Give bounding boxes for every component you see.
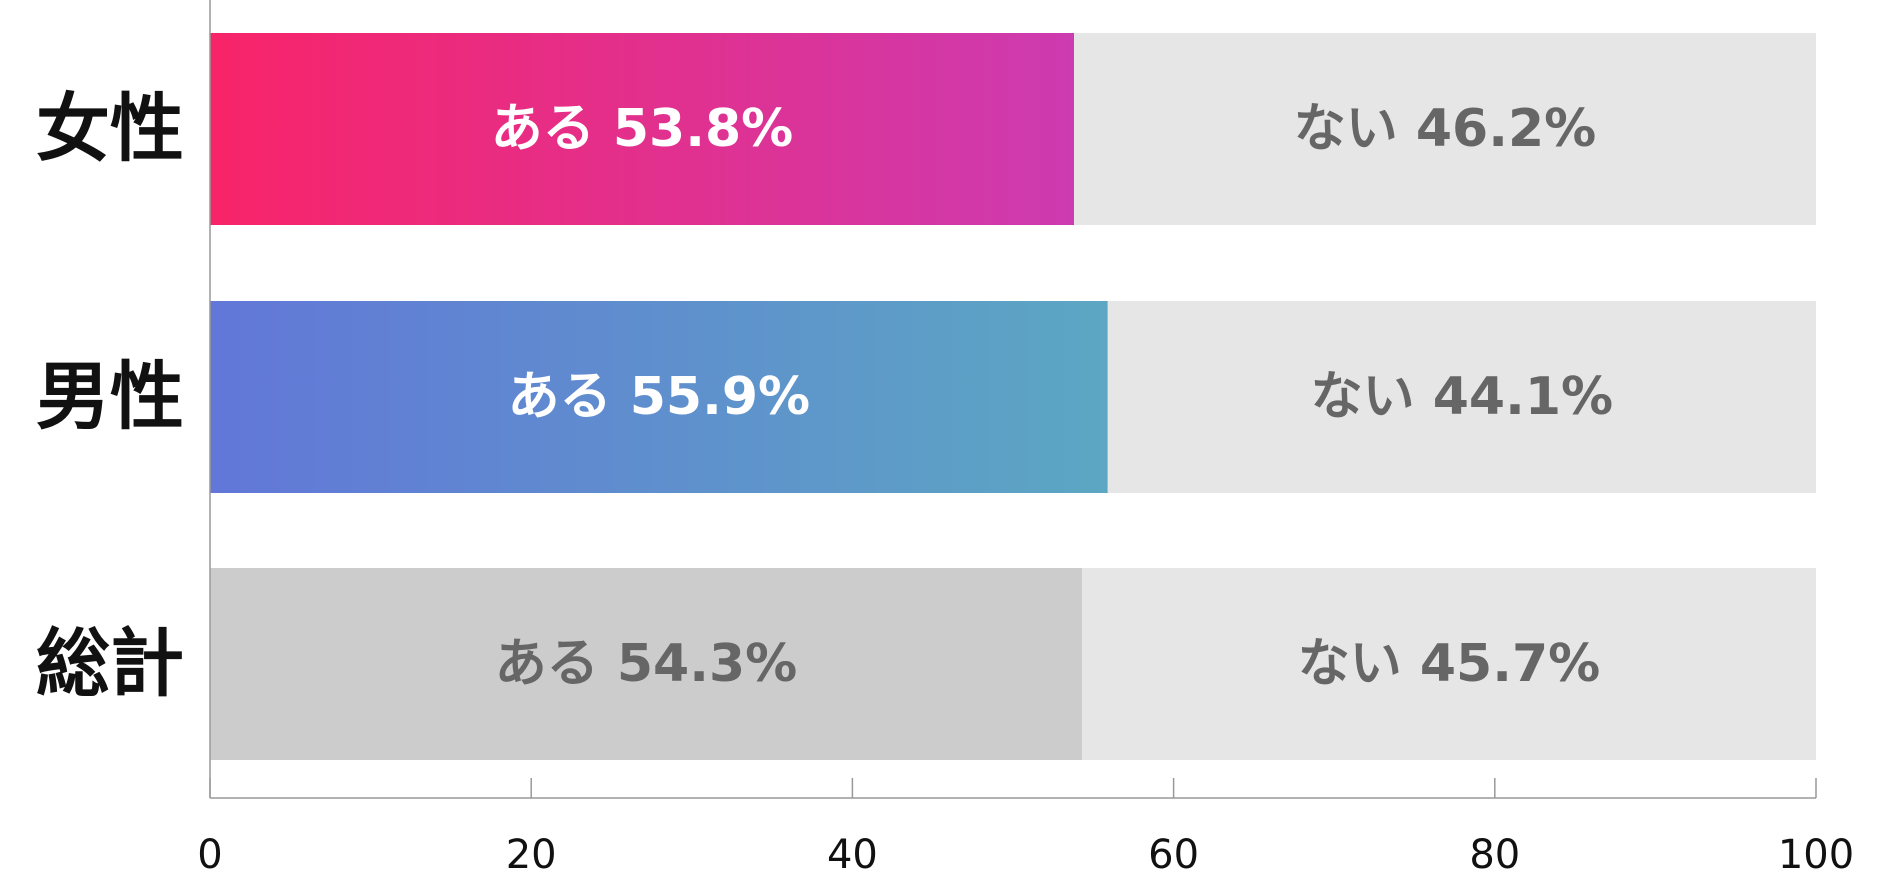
bar-cat-0-no <box>1074 33 1816 225</box>
bar-label-cat-0-yes: ある 53.8% <box>491 99 794 159</box>
x-tick-label-100: 100 <box>1778 832 1854 878</box>
bar-cat-1-no <box>1107 301 1816 493</box>
bars-layer: ある 53.8% ない 46.2% ある 55.9% ない 44.1% ある 54.3%… <box>210 33 1816 760</box>
x-tick-label-60: 60 <box>1148 832 1199 878</box>
category-label-cat-0: 女性 <box>36 86 184 172</box>
x-tick-label-0: 0 <box>197 832 222 878</box>
bar-cat-2-yes <box>210 568 1083 760</box>
bar-label-cat-1-yes: ある 55.9% <box>508 367 811 427</box>
bar-label-cat-0-no: ない 46.2% <box>1294 99 1597 159</box>
category-label-cat-2: 総計 <box>36 621 184 707</box>
bar-cat-0-yes <box>210 33 1075 225</box>
bar-label-cat-2-yes: ある 54.3% <box>495 634 798 694</box>
x-tick-label-20: 20 <box>506 832 557 878</box>
bar-label-cat-2-no: ない 45.7% <box>1298 634 1601 694</box>
bar-cat-2-no <box>1082 568 1816 760</box>
x-axis: 0 20 40 60 80 100 <box>197 0 1854 878</box>
x-tick-label-40: 40 <box>827 832 878 878</box>
x-tick-label-80: 80 <box>1469 832 1520 878</box>
category-label-cat-1: 男性 <box>36 354 184 440</box>
bar-label-cat-1-no: ない 44.1% <box>1311 367 1614 427</box>
bar-cat-1-yes <box>210 301 1108 493</box>
